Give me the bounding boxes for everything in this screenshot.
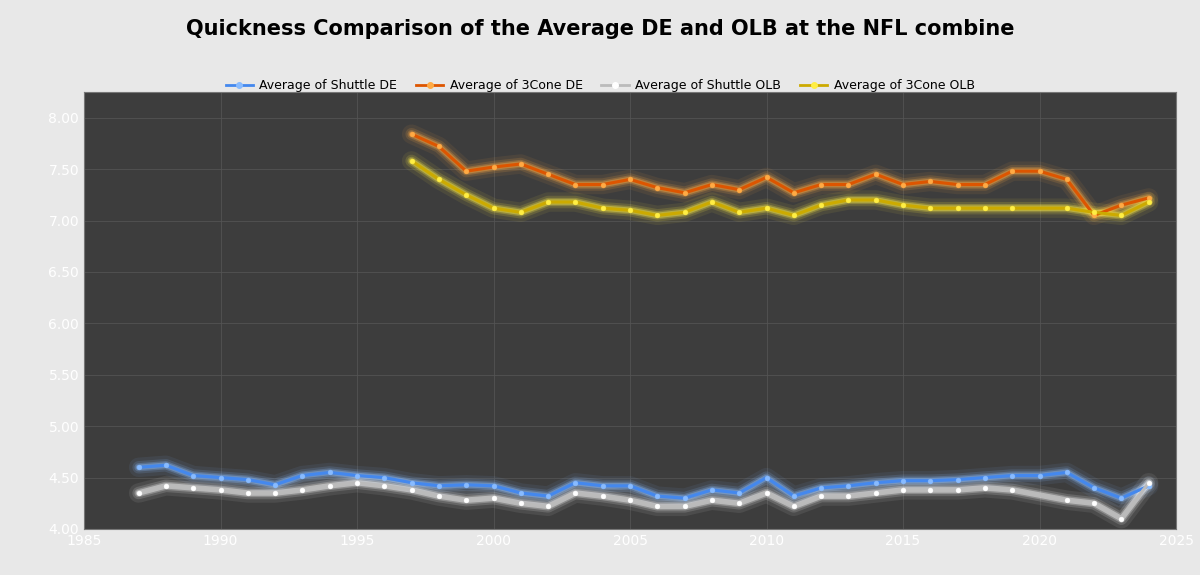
Text: Quickness Comparison of the Average DE and OLB at the NFL combine: Quickness Comparison of the Average DE a… [186, 19, 1014, 39]
Legend: Average of Shuttle DE, Average of 3Cone DE, Average of Shuttle OLB, Average of 3: Average of Shuttle DE, Average of 3Cone … [221, 74, 979, 97]
